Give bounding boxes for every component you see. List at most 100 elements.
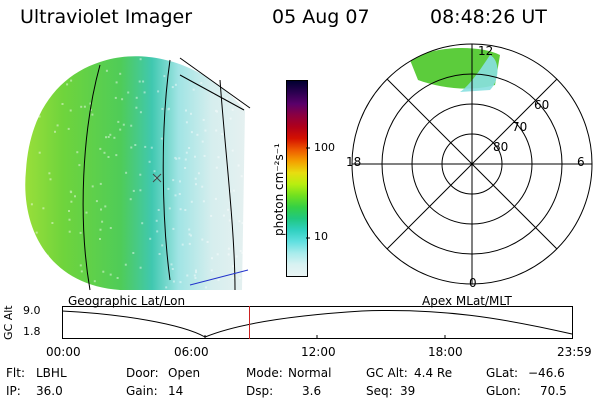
observation-time: 08:48:26 UT xyxy=(430,6,547,28)
speckle-dot xyxy=(20,280,22,282)
speckle-dot xyxy=(170,263,173,266)
mlat-label-60: 60 xyxy=(534,98,550,112)
speckle-dot xyxy=(56,281,59,284)
speckle-dot xyxy=(139,266,142,269)
speckle-dot xyxy=(241,251,244,254)
speckle-dot xyxy=(194,277,197,279)
ip-value: 36.0 xyxy=(36,384,63,398)
mlt-label-6: 6 xyxy=(577,155,585,169)
speckle-dot xyxy=(211,257,213,260)
speckle-dot xyxy=(148,160,151,163)
speckle-dot xyxy=(124,263,127,266)
colorbar-tick-10: 10 xyxy=(314,230,328,243)
speckle-dot xyxy=(154,176,157,179)
speckle-dot xyxy=(231,149,234,152)
speckle-dot xyxy=(20,259,22,261)
speckle-dot xyxy=(119,128,122,131)
speckle-dot xyxy=(60,69,63,72)
speckle-dot xyxy=(129,198,132,201)
speckle-dot xyxy=(250,56,252,58)
speckle-dot xyxy=(139,58,142,61)
speckle-dot xyxy=(201,185,204,188)
speckle-dot xyxy=(103,151,106,154)
speckle-dot xyxy=(79,264,82,267)
speckle-dot xyxy=(194,177,197,180)
speckle-dot xyxy=(190,131,193,134)
speckle-dot xyxy=(259,156,261,158)
speckle-dot xyxy=(259,69,261,71)
speckle-dot xyxy=(39,77,42,80)
speckle-dot xyxy=(99,238,101,240)
speckle-dot xyxy=(171,268,174,270)
speckle-dot xyxy=(206,241,209,243)
speckle-dot xyxy=(107,136,110,138)
speckle-dot xyxy=(241,222,244,225)
speckle-dot xyxy=(232,189,235,192)
speckle-dot xyxy=(220,133,223,136)
speckle-dot xyxy=(157,209,160,211)
filter-value: LBHL xyxy=(36,366,67,380)
speckle-dot xyxy=(190,112,192,115)
speckle-dot xyxy=(181,243,184,246)
speckle-dot xyxy=(244,189,246,192)
speckle-dot xyxy=(249,64,251,66)
speckle-dot xyxy=(154,177,157,180)
speckle-dot xyxy=(246,149,248,151)
speckle-dot xyxy=(170,54,172,56)
speckle-dot xyxy=(215,166,218,169)
speckle-dot xyxy=(149,237,152,240)
speckle-dot xyxy=(172,227,175,230)
speckle-dot xyxy=(35,69,38,72)
speckle-dot xyxy=(168,207,171,210)
speckle-dot xyxy=(91,185,94,188)
speckle-dot xyxy=(21,278,23,280)
speckle-dot xyxy=(250,119,252,121)
speckle-dot xyxy=(116,277,119,279)
seq-value: 39 xyxy=(400,384,416,398)
polar-plot xyxy=(351,43,593,285)
gc-alt-label: GC Alt: xyxy=(366,366,408,380)
glon-label: GLon: xyxy=(486,384,521,398)
speckle-dot xyxy=(132,252,135,254)
speckle-dot xyxy=(188,242,191,245)
speckle-dot xyxy=(102,270,105,273)
speckle-dot xyxy=(174,194,177,197)
speckle-dot xyxy=(50,63,53,65)
speckle-dot xyxy=(54,130,56,133)
app-title: Ultraviolet Imager xyxy=(20,6,193,28)
speckle-dot xyxy=(213,76,216,79)
speckle-dot xyxy=(160,137,163,140)
speckle-dot xyxy=(144,145,147,148)
speckle-dot xyxy=(167,108,170,111)
speckle-dot xyxy=(229,117,232,120)
speckle-dot xyxy=(223,297,225,299)
speckle-dot xyxy=(30,108,33,110)
geographic-image xyxy=(20,50,261,299)
speckle-dot xyxy=(99,182,102,185)
speckle-dot xyxy=(139,111,142,114)
speckle-dot xyxy=(184,158,187,161)
speckle-dot xyxy=(67,127,70,130)
speckle-dot xyxy=(67,57,70,60)
speckle-dot xyxy=(238,63,241,66)
speckle-dot xyxy=(32,242,35,245)
auroral-oval-image xyxy=(410,48,500,92)
speckle-dot xyxy=(56,69,59,72)
dsp-value: 3.6 xyxy=(302,384,322,398)
speckle-dot xyxy=(33,61,36,64)
speckle-dot xyxy=(153,170,156,173)
speckle-dot xyxy=(38,50,40,52)
speckle-dot xyxy=(158,253,161,255)
speckle-dot xyxy=(20,83,22,85)
speckle-dot xyxy=(122,123,125,126)
speckle-dot xyxy=(65,292,67,294)
gc-alt-value: 4.4 Re xyxy=(414,366,453,380)
speckle-dot xyxy=(62,79,64,82)
speckle-dot xyxy=(203,154,206,157)
speckle-dot xyxy=(211,53,213,55)
speckle-dot xyxy=(197,172,200,175)
timeline-tick-1800: 18:00 xyxy=(428,345,463,359)
gain-label: Gain: xyxy=(126,384,158,398)
speckle-dot xyxy=(184,167,187,169)
timeline-tick-1200: 12:00 xyxy=(301,345,336,359)
